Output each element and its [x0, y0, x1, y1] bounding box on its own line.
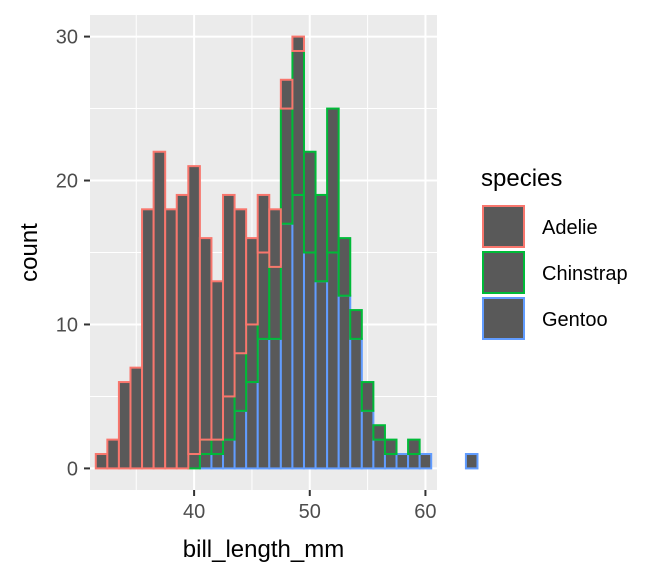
bar-adelie: [129, 366, 144, 470]
bar-gentoo: [245, 381, 259, 470]
x-tick-label: 60: [414, 501, 436, 523]
bar-adelie: [198, 237, 213, 441]
bar-chinstrap: [279, 107, 294, 225]
bar-gentoo: [268, 337, 282, 470]
legend-key-chinstrap: [482, 251, 525, 294]
y-tick-label: 30: [56, 27, 78, 49]
x-tick-label: 40: [183, 501, 205, 523]
bar-chinstrap: [326, 107, 340, 254]
legend-title: species: [481, 165, 562, 192]
bar-adelie: [152, 150, 167, 470]
x-tick-label: 50: [299, 501, 321, 523]
bar-gentoo: [314, 280, 329, 470]
bar-adelie: [164, 208, 178, 470]
bar-adelie: [117, 381, 132, 470]
bar-adelie: [291, 35, 305, 52]
bar-gentoo: [360, 409, 375, 470]
legend-key-adelie: [482, 205, 525, 248]
bar-gentoo: [210, 453, 225, 470]
bar-gentoo: [337, 294, 352, 470]
bar-chinstrap: [256, 251, 271, 340]
bar-chinstrap: [349, 309, 363, 340]
bar-adelie: [256, 193, 271, 254]
bar-adelie: [187, 165, 201, 456]
bar-chinstrap: [210, 438, 225, 456]
bar-gentoo: [222, 438, 236, 470]
legend-label-gentoo: Gentoo: [542, 309, 608, 331]
bar-chinstrap: [372, 424, 386, 441]
bar-chinstrap: [245, 323, 259, 384]
bar-gentoo: [302, 251, 317, 470]
bar-chinstrap: [222, 395, 236, 441]
bar-gentoo: [279, 222, 294, 470]
bar-chinstrap: [383, 438, 398, 456]
legend: species Adelie Chinstrap Gentoo: [481, 165, 628, 340]
bar-adelie: [222, 193, 236, 398]
bar-chinstrap: [407, 438, 421, 456]
bar-gentoo: [326, 251, 340, 470]
bar-adelie: [210, 280, 225, 441]
bar-gentoo: [383, 453, 398, 470]
bar-chinstrap: [360, 381, 375, 412]
histogram-bars: [94, 35, 479, 470]
y-tick-label: 0: [67, 458, 78, 480]
bar-chinstrap: [314, 193, 329, 283]
bar-chinstrap: [233, 352, 248, 412]
y-tick-label: 10: [56, 314, 78, 336]
y-tick-label: 20: [56, 171, 78, 193]
bar-chinstrap: [268, 265, 282, 340]
bar-adelie: [268, 208, 282, 268]
legend-label-chinstrap: Chinstrap: [542, 263, 628, 285]
y-axis-title: count: [16, 223, 43, 282]
bar-chinstrap: [187, 453, 201, 470]
bar-chinstrap: [291, 49, 305, 196]
bar-gentoo: [349, 337, 363, 470]
bar-gentoo: [407, 453, 421, 470]
bar-adelie: [175, 193, 190, 470]
x-axis-title: bill_length_mm: [183, 536, 344, 563]
bar-gentoo: [198, 453, 213, 470]
bar-gentoo: [395, 453, 410, 470]
axes: 40 50 60 0 10 20 30: [56, 27, 437, 523]
bar-chinstrap: [302, 150, 317, 254]
bar-adelie: [245, 237, 259, 326]
bar-gentoo: [256, 337, 271, 470]
bar-gentoo: [372, 438, 386, 470]
legend-label-adelie: Adelie: [542, 217, 598, 239]
bar-gentoo: [418, 453, 433, 470]
bar-gentoo: [464, 453, 479, 470]
bar-adelie: [279, 78, 294, 110]
legend-key-gentoo: [482, 297, 525, 340]
bar-gentoo: [233, 409, 248, 470]
bar-gentoo: [291, 193, 305, 470]
bar-chinstrap: [337, 237, 352, 297]
bar-adelie: [233, 208, 248, 355]
bar-adelie: [141, 208, 155, 470]
bar-chinstrap: [198, 438, 213, 456]
bar-adelie: [94, 453, 109, 470]
bar-adelie: [106, 438, 120, 470]
